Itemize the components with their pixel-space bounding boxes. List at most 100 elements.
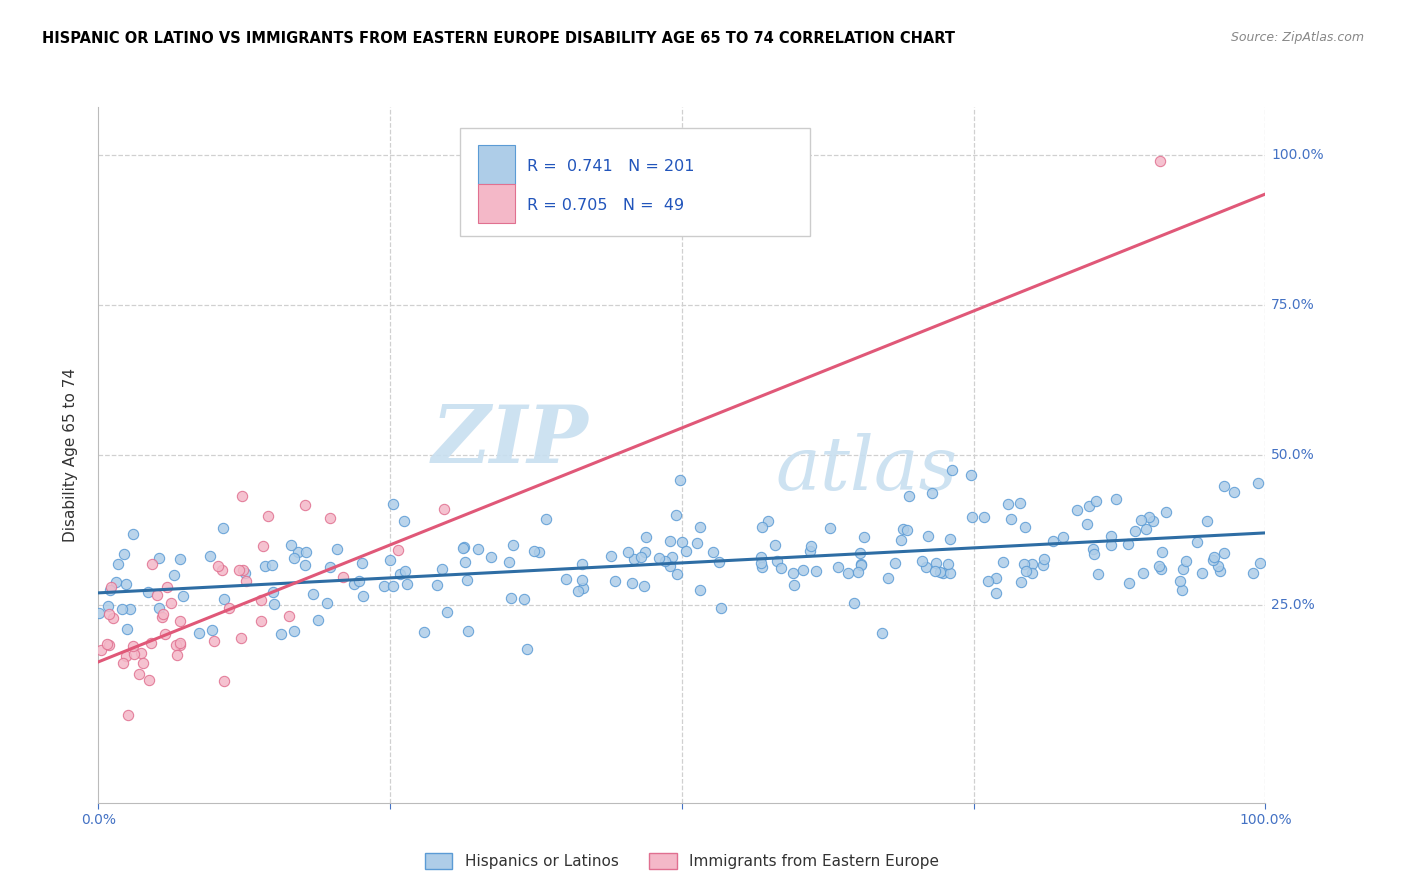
- Point: [90, 643, 112, 657]
- Point: [936, 558, 959, 572]
- Point: [319, 559, 342, 574]
- Point: [169, 638, 191, 652]
- Point: [654, 554, 676, 568]
- Point: [1202, 550, 1225, 565]
- Point: [200, 549, 222, 564]
- Point: [1099, 538, 1122, 552]
- Point: [1008, 496, 1031, 510]
- Point: [1084, 493, 1107, 508]
- Point: [620, 576, 643, 591]
- Point: [211, 563, 233, 577]
- FancyBboxPatch shape: [460, 128, 810, 235]
- Point: [1123, 524, 1146, 538]
- Point: [254, 559, 277, 574]
- Point: [138, 673, 160, 687]
- Point: [250, 614, 273, 628]
- Point: [1021, 557, 1043, 571]
- Point: [827, 560, 849, 574]
- Point: [634, 530, 657, 544]
- Point: [571, 558, 593, 572]
- Point: [997, 497, 1019, 511]
- Point: [837, 566, 859, 580]
- Point: [984, 571, 1007, 585]
- Point: [675, 544, 697, 558]
- Point: [117, 708, 139, 723]
- Point: [232, 563, 254, 577]
- Point: [270, 627, 292, 641]
- Point: [751, 559, 773, 574]
- Point: [100, 580, 122, 594]
- Point: [98, 583, 121, 598]
- Point: [1135, 522, 1157, 536]
- Point: [1213, 546, 1236, 560]
- Point: [457, 624, 479, 638]
- Point: [139, 636, 162, 650]
- Legend: Hispanics or Latinos, Immigrants from Eastern Europe: Hispanics or Latinos, Immigrants from Ea…: [419, 847, 945, 875]
- Point: [1052, 530, 1074, 544]
- Point: [387, 542, 409, 557]
- Point: [350, 556, 373, 570]
- Point: [280, 538, 302, 552]
- Point: [751, 519, 773, 533]
- Point: [169, 614, 191, 628]
- Point: [686, 535, 709, 549]
- Point: [1032, 558, 1054, 573]
- Point: [853, 530, 876, 544]
- Point: [96, 637, 118, 651]
- Text: HISPANIC OR LATINO VS IMMIGRANTS FROM EASTERN EUROPE DISABILITY AGE 65 TO 74 COR: HISPANIC OR LATINO VS IMMIGRANTS FROM EA…: [42, 31, 955, 46]
- Point: [231, 631, 253, 645]
- Point: [1118, 537, 1140, 551]
- Point: [516, 642, 538, 657]
- Point: [382, 497, 405, 511]
- Point: [527, 544, 550, 558]
- Point: [890, 533, 912, 547]
- Point: [623, 551, 645, 566]
- FancyBboxPatch shape: [478, 185, 515, 223]
- Point: [1077, 500, 1099, 514]
- Point: [436, 605, 458, 619]
- Point: [262, 558, 284, 573]
- Point: [1223, 485, 1246, 500]
- Point: [382, 578, 405, 592]
- Text: R =  0.741   N = 201: R = 0.741 N = 201: [527, 159, 695, 174]
- Point: [849, 558, 872, 572]
- Point: [671, 535, 693, 549]
- Point: [326, 542, 349, 557]
- Point: [915, 560, 938, 574]
- Point: [917, 528, 939, 542]
- Point: [141, 558, 163, 572]
- Point: [343, 576, 366, 591]
- Point: [842, 596, 865, 610]
- Point: [373, 579, 395, 593]
- Point: [973, 509, 995, 524]
- Point: [567, 583, 589, 598]
- Point: [394, 514, 416, 528]
- Point: [453, 541, 475, 555]
- Point: [202, 633, 225, 648]
- Point: [977, 574, 1000, 589]
- Point: [212, 673, 235, 688]
- Point: [162, 567, 184, 582]
- Point: [896, 523, 918, 537]
- Point: [349, 574, 371, 589]
- Point: [111, 656, 134, 670]
- Point: [1170, 582, 1192, 597]
- Point: [479, 550, 502, 565]
- Point: [658, 558, 681, 573]
- Point: [107, 558, 129, 572]
- Point: [924, 556, 946, 570]
- Point: [799, 544, 821, 558]
- Point: [295, 545, 318, 559]
- Point: [665, 508, 688, 523]
- Point: [263, 597, 285, 611]
- Y-axis label: Disability Age 65 to 74: Disability Age 65 to 74: [63, 368, 77, 542]
- Point: [332, 570, 354, 584]
- Point: [911, 554, 934, 568]
- Point: [648, 550, 671, 565]
- Point: [1066, 502, 1088, 516]
- Point: [169, 636, 191, 650]
- Point: [122, 639, 145, 653]
- Point: [294, 558, 316, 572]
- Point: [1087, 566, 1109, 581]
- Point: [877, 571, 900, 585]
